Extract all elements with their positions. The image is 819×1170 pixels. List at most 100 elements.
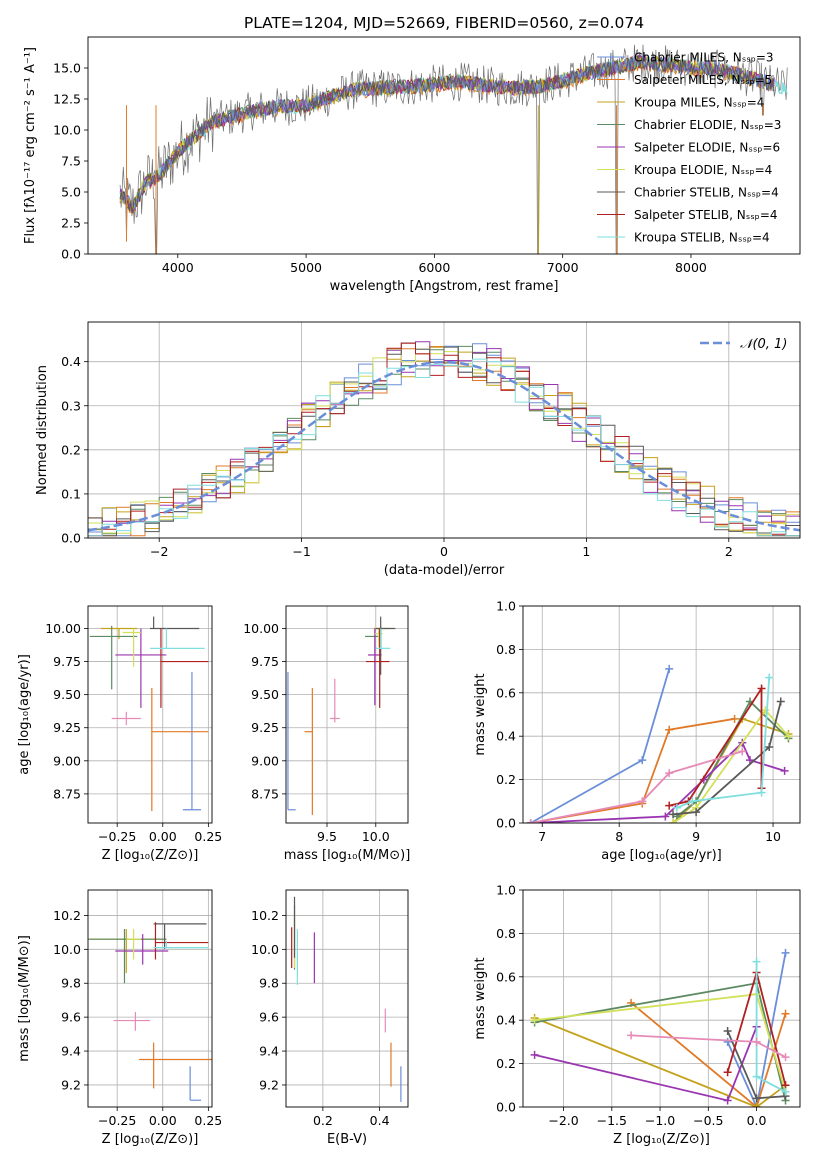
error-bar-point bbox=[182, 672, 202, 811]
y-tick-label: 0.6 bbox=[496, 969, 516, 984]
x-tick-label: 0.00 bbox=[149, 1113, 177, 1128]
error-bar-point bbox=[115, 934, 169, 965]
x-tick-label: 1 bbox=[582, 544, 590, 559]
y-tick-label: 8.75 bbox=[53, 786, 81, 801]
plus-marker bbox=[781, 948, 790, 957]
y-axis-label: mass weight bbox=[473, 673, 488, 755]
legend-label: Salpeter STELIB, Nₛₛₚ=4 bbox=[634, 208, 778, 222]
spectrum-model-line bbox=[119, 55, 775, 213]
x-tick-label: 6000 bbox=[418, 260, 450, 275]
legend-label: Salpeter ELODIE, Nₛₛₚ=6 bbox=[634, 141, 780, 155]
legend-label: Salpeter MILES, Nₛₛₚ=5 bbox=[634, 73, 772, 87]
residual-histograms bbox=[88, 341, 800, 537]
y-axis-label: mass [log₁₀(M/M⊙)] bbox=[17, 935, 32, 1062]
age_vs_mass-axes: 9.5 10.0 8.75 9.00 9.25 9.50 9.75 10.00 mass [lo… bbox=[243, 606, 410, 863]
spectrum-frame bbox=[87, 36, 801, 255]
x-axis-label: Z [log₁₀(Z/Z⊙)] bbox=[102, 848, 199, 863]
legend-label: 𝒩(0, 1) bbox=[740, 337, 787, 352]
error-bar-point bbox=[329, 678, 340, 723]
plus-marker bbox=[627, 1031, 636, 1040]
plus-marker bbox=[752, 957, 761, 966]
x-tick-label: 2 bbox=[725, 544, 733, 559]
spectrum-axes: 4000 5000 6000 7000 8000 0.0 2.5 5.0 7.5 10.0 12.5… bbox=[23, 47, 707, 294]
error-bar-point bbox=[100, 627, 138, 640]
plus-marker bbox=[723, 1096, 732, 1105]
y-tick-label: 0.1 bbox=[61, 486, 81, 501]
plus-marker bbox=[669, 810, 678, 819]
plus-marker bbox=[752, 1103, 761, 1107]
residuals-frame bbox=[87, 321, 801, 539]
error-bar-point bbox=[154, 922, 209, 960]
error-bar-point bbox=[366, 628, 390, 708]
plus-marker bbox=[781, 1087, 790, 1096]
error-bar-point bbox=[88, 928, 167, 984]
x-tick-label: 10 bbox=[765, 829, 781, 844]
weight-line bbox=[530, 668, 671, 823]
plus-marker bbox=[692, 808, 701, 817]
plus-marker bbox=[665, 664, 674, 673]
plus-marker bbox=[661, 812, 670, 821]
plus-marker bbox=[738, 747, 747, 756]
mass_vs_EBV-axes: 0.2 0.4 9.2 9.4 9.6 9.8 10.0 10.2 E(B-V) bbox=[251, 890, 408, 1147]
y-tick-label: 9.50 bbox=[251, 687, 279, 702]
plus-marker bbox=[530, 1016, 539, 1025]
y-tick-label: 9.4 bbox=[259, 1044, 279, 1059]
y-tick-label: 0.2 bbox=[496, 772, 516, 787]
plus-marker bbox=[665, 769, 674, 778]
error-bar-point bbox=[160, 628, 209, 708]
error-bar-point bbox=[374, 628, 383, 648]
plus-marker bbox=[665, 725, 674, 734]
y-tick-label: 10.0 bbox=[53, 123, 81, 138]
weight-line bbox=[672, 701, 782, 816]
error-bar-point bbox=[153, 923, 207, 950]
normal-curve bbox=[88, 360, 800, 532]
x-tick-label: 7 bbox=[538, 829, 546, 844]
y-tick-label: 0.0 bbox=[496, 1100, 516, 1115]
weight-line bbox=[726, 952, 787, 1107]
x-tick-label: 0 bbox=[440, 544, 448, 559]
y-tick-label: 9.6 bbox=[61, 1010, 81, 1025]
age_vs_mass-points bbox=[287, 616, 396, 816]
plus-marker bbox=[757, 684, 766, 693]
y-tick-label: 10.0 bbox=[251, 942, 279, 957]
x-tick-label: 9 bbox=[692, 829, 700, 844]
plus-marker bbox=[730, 714, 739, 723]
plus-marker bbox=[723, 1068, 732, 1077]
x-tick-label: −2 bbox=[150, 544, 168, 559]
plus-marker bbox=[776, 697, 785, 706]
weight-line bbox=[676, 700, 790, 818]
x-tick-label: 7000 bbox=[547, 260, 579, 275]
x-tick-label: −0.5 bbox=[693, 1113, 723, 1128]
plus-marker bbox=[638, 797, 647, 806]
y-tick-label: 9.4 bbox=[61, 1044, 81, 1059]
plus-marker bbox=[672, 803, 681, 812]
x-tick-label: 4000 bbox=[162, 260, 194, 275]
error-bar-point bbox=[287, 672, 296, 811]
legend-label: Chabrier MILES, Nₛₛₚ=3 bbox=[634, 51, 774, 65]
weight-line bbox=[530, 750, 743, 823]
spectrum-model-line bbox=[119, 55, 775, 210]
error-bar-point bbox=[126, 928, 141, 960]
x-tick-label: 5000 bbox=[290, 260, 322, 275]
y-tick-label: 9.2 bbox=[259, 1077, 279, 1092]
x-tick-label: 8000 bbox=[675, 260, 707, 275]
y-axis-label: mass weight bbox=[473, 957, 488, 1039]
y-tick-label: 9.8 bbox=[259, 976, 279, 991]
error-bar-point bbox=[304, 688, 313, 816]
y-tick-label: 0.2 bbox=[496, 1056, 516, 1071]
error-bar-point bbox=[150, 616, 200, 630]
mass_vs_Z-frame bbox=[87, 889, 213, 1108]
plus-marker bbox=[784, 732, 793, 741]
error-bar-point bbox=[111, 711, 141, 726]
y-tick-label: 9.75 bbox=[251, 654, 279, 669]
age_vs_Z-axes: −0.25 0.00 0.25 8.75 9.00 9.25 9.50 9.75 10.00 Z … bbox=[17, 606, 222, 863]
legend-label: Kroupa MILES, Nₛₛₚ=4 bbox=[634, 96, 764, 110]
plus-marker bbox=[688, 797, 697, 806]
y-tick-label: 9.25 bbox=[251, 720, 279, 735]
y-tick-label: 10.0 bbox=[53, 942, 81, 957]
x-axis-label: mass [log₁₀(M/M⊙)] bbox=[284, 848, 411, 863]
x-tick-label: 0.25 bbox=[194, 1113, 222, 1128]
y-tick-label: 12.5 bbox=[53, 92, 81, 107]
y-tick-label: 9.2 bbox=[61, 1077, 81, 1092]
